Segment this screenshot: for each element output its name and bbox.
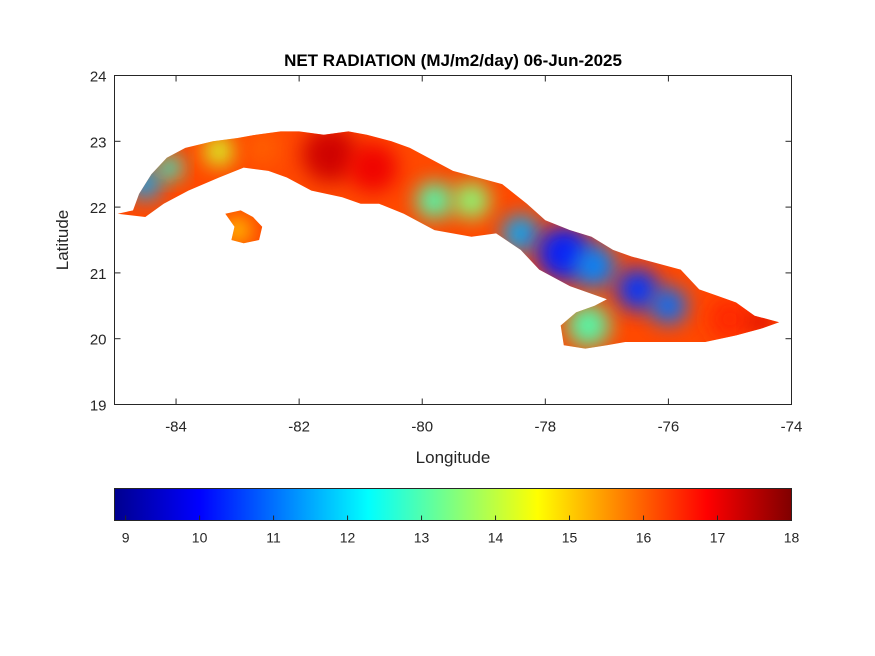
x-tick-label: -76 <box>658 419 680 436</box>
radiation-patch-13 <box>566 304 610 347</box>
colorbar-tick-label: 11 <box>266 530 281 546</box>
colorbar-tick-label: 12 <box>340 530 356 546</box>
x-tick-label: -78 <box>534 419 556 436</box>
colorbar-tick-label: 13 <box>414 530 430 546</box>
radiation-patch-5 <box>348 143 398 193</box>
land-region-0 <box>117 131 780 349</box>
radiation-patch-0 <box>129 168 161 200</box>
radiation-patch-14 <box>708 297 752 341</box>
x-axis-label: Longitude <box>416 448 491 467</box>
colorbar-tick-label: 18 <box>784 530 800 546</box>
colorbar-tick-label: 15 <box>562 530 578 546</box>
radiation-patch-10 <box>573 244 617 288</box>
x-tick-label: -82 <box>288 419 310 436</box>
radiation-patch-7 <box>453 182 490 219</box>
x-axis-ticks: -84 -82 -80 -78 -76 -74 <box>165 75 803 436</box>
y-axis-label: Latitude <box>53 210 72 271</box>
x-tick-label: -74 <box>781 419 803 436</box>
y-tick-label: 22 <box>90 200 107 217</box>
y-tick-label: 21 <box>90 266 107 283</box>
radiation-patch-1 <box>157 155 183 180</box>
radiation-patch-3 <box>243 131 281 167</box>
radiation-patch-4 <box>302 131 358 183</box>
y-tick-label: 19 <box>90 398 107 415</box>
plot-area-frame <box>114 75 792 405</box>
radiation-patch-16 <box>225 217 250 243</box>
radiation-patch-8 <box>502 214 540 252</box>
y-tick-label: 23 <box>90 134 107 151</box>
radiation-patch-2 <box>203 135 235 167</box>
radiation-patch-15 <box>748 310 773 335</box>
colorbar-tick-label: 17 <box>710 530 726 546</box>
y-tick-label: 20 <box>90 332 107 349</box>
colorbar <box>114 488 792 521</box>
radiation-patch-12 <box>649 287 687 325</box>
colorbar-tick-label: 9 <box>122 530 130 546</box>
colorbar-tick-label: 10 <box>192 530 208 546</box>
radiation-map-layer <box>117 131 780 349</box>
colorbar-ticks: 9 10 11 12 13 14 15 16 17 18 <box>122 515 800 546</box>
y-tick-label: 24 <box>90 69 107 86</box>
y-axis-ticks: 19 20 21 22 23 24 <box>90 69 792 415</box>
x-tick-label: -84 <box>165 419 187 436</box>
radiation-patch-11 <box>616 267 660 311</box>
x-tick-label: -80 <box>411 419 433 436</box>
radiation-patch-6 <box>416 182 453 219</box>
chart-title: NET RADIATION (MJ/m2/day) 06-Jun-2025 <box>284 51 622 70</box>
colorbar-tick-label: 16 <box>636 530 652 546</box>
radiation-patches <box>129 131 773 347</box>
colorbar-tick-label: 14 <box>488 530 504 546</box>
